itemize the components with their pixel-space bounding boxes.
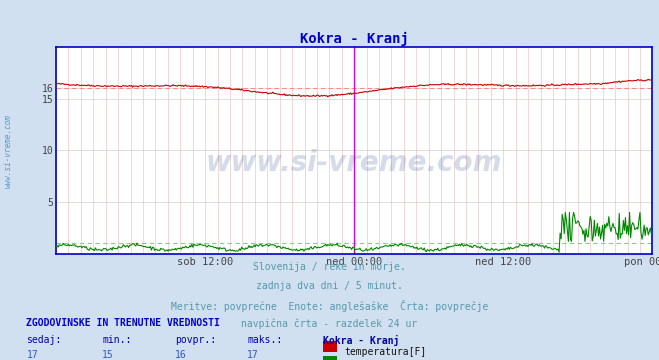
Text: www.si-vreme.com: www.si-vreme.com xyxy=(3,114,13,188)
Text: povpr.:: povpr.: xyxy=(175,335,215,345)
Text: 15: 15 xyxy=(102,350,114,360)
Text: min.:: min.: xyxy=(102,335,132,345)
Text: 17: 17 xyxy=(26,350,38,360)
Text: ZGODOVINSKE IN TRENUTNE VREDNOSTI: ZGODOVINSKE IN TRENUTNE VREDNOSTI xyxy=(26,318,220,328)
Text: maks.:: maks.: xyxy=(247,335,282,345)
Text: 16: 16 xyxy=(175,350,186,360)
Text: zadnja dva dni / 5 minut.: zadnja dva dni / 5 minut. xyxy=(256,281,403,291)
Text: 17: 17 xyxy=(247,350,259,360)
Text: navpična črta - razdelek 24 ur: navpična črta - razdelek 24 ur xyxy=(241,318,418,329)
Text: temperatura[F]: temperatura[F] xyxy=(344,347,426,357)
Text: Slovenija / reke in morje.: Slovenija / reke in morje. xyxy=(253,262,406,272)
Text: Meritve: povprečne  Enote: anglešaške  Črta: povprečje: Meritve: povprečne Enote: anglešaške Črt… xyxy=(171,300,488,311)
Text: sedaj:: sedaj: xyxy=(26,335,61,345)
Title: Kokra - Kranj: Kokra - Kranj xyxy=(300,31,409,46)
Text: www.si-vreme.com: www.si-vreme.com xyxy=(206,149,502,177)
Text: Kokra - Kranj: Kokra - Kranj xyxy=(323,335,399,346)
